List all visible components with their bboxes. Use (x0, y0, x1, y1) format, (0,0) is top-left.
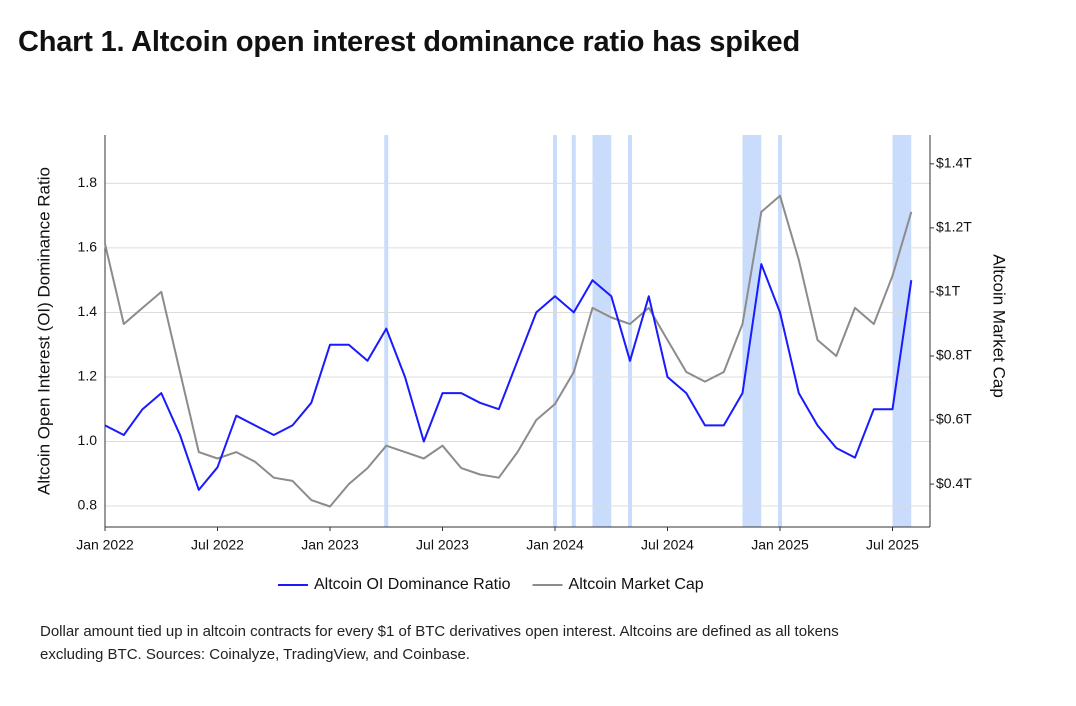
legend-label: Altcoin Market Cap (569, 576, 704, 593)
y-tick-label: 1.4 (78, 303, 98, 319)
x-tick-label: Jan 2025 (751, 537, 809, 553)
y-tick-label: 1.0 (78, 432, 98, 448)
y-tick-label: 1.2 (78, 368, 98, 384)
highlight-period (778, 135, 782, 527)
y-tick-label: 1.6 (78, 239, 98, 255)
highlight-period (553, 135, 557, 527)
x-tick-label: Jan 2023 (301, 537, 359, 553)
y2-tick-label: $1T (936, 283, 961, 299)
y2-tick-label: $0.6T (936, 411, 972, 427)
highlight-period (592, 135, 612, 527)
series-line (104, 194, 913, 508)
y-axis-label: Altcoin Open Interest (OI) Dominance Rat… (34, 167, 53, 495)
highlight-period (892, 135, 912, 527)
x-tick-label: Jul 2025 (866, 537, 919, 553)
y-tick-label: 1.8 (78, 174, 98, 190)
chart-title: Chart 1. Altcoin open interest dominance… (18, 26, 800, 58)
y2-tick-label: $0.4T (936, 475, 972, 491)
y2-tick-label: $1.4T (936, 155, 972, 171)
x-tick-label: Jul 2024 (641, 537, 694, 553)
y-tick-label: 0.8 (78, 497, 98, 513)
y2-tick-label: $1.2T (936, 219, 972, 235)
y2-axis-label: Altcoin Market Cap (990, 254, 1009, 398)
x-tick-label: Jan 2022 (76, 537, 134, 553)
x-tick-label: Jul 2023 (416, 537, 469, 553)
x-tick-label: Jan 2024 (526, 537, 584, 553)
footnote: Dollar amount tied up in altcoin contrac… (40, 623, 839, 663)
y2-tick-label: $0.8T (936, 347, 972, 363)
x-tick-label: Jul 2022 (191, 537, 244, 553)
highlight-period (628, 135, 632, 527)
highlight-period (571, 135, 576, 527)
legend-label: Altcoin OI Dominance Ratio (314, 576, 511, 593)
series-line (104, 263, 913, 491)
